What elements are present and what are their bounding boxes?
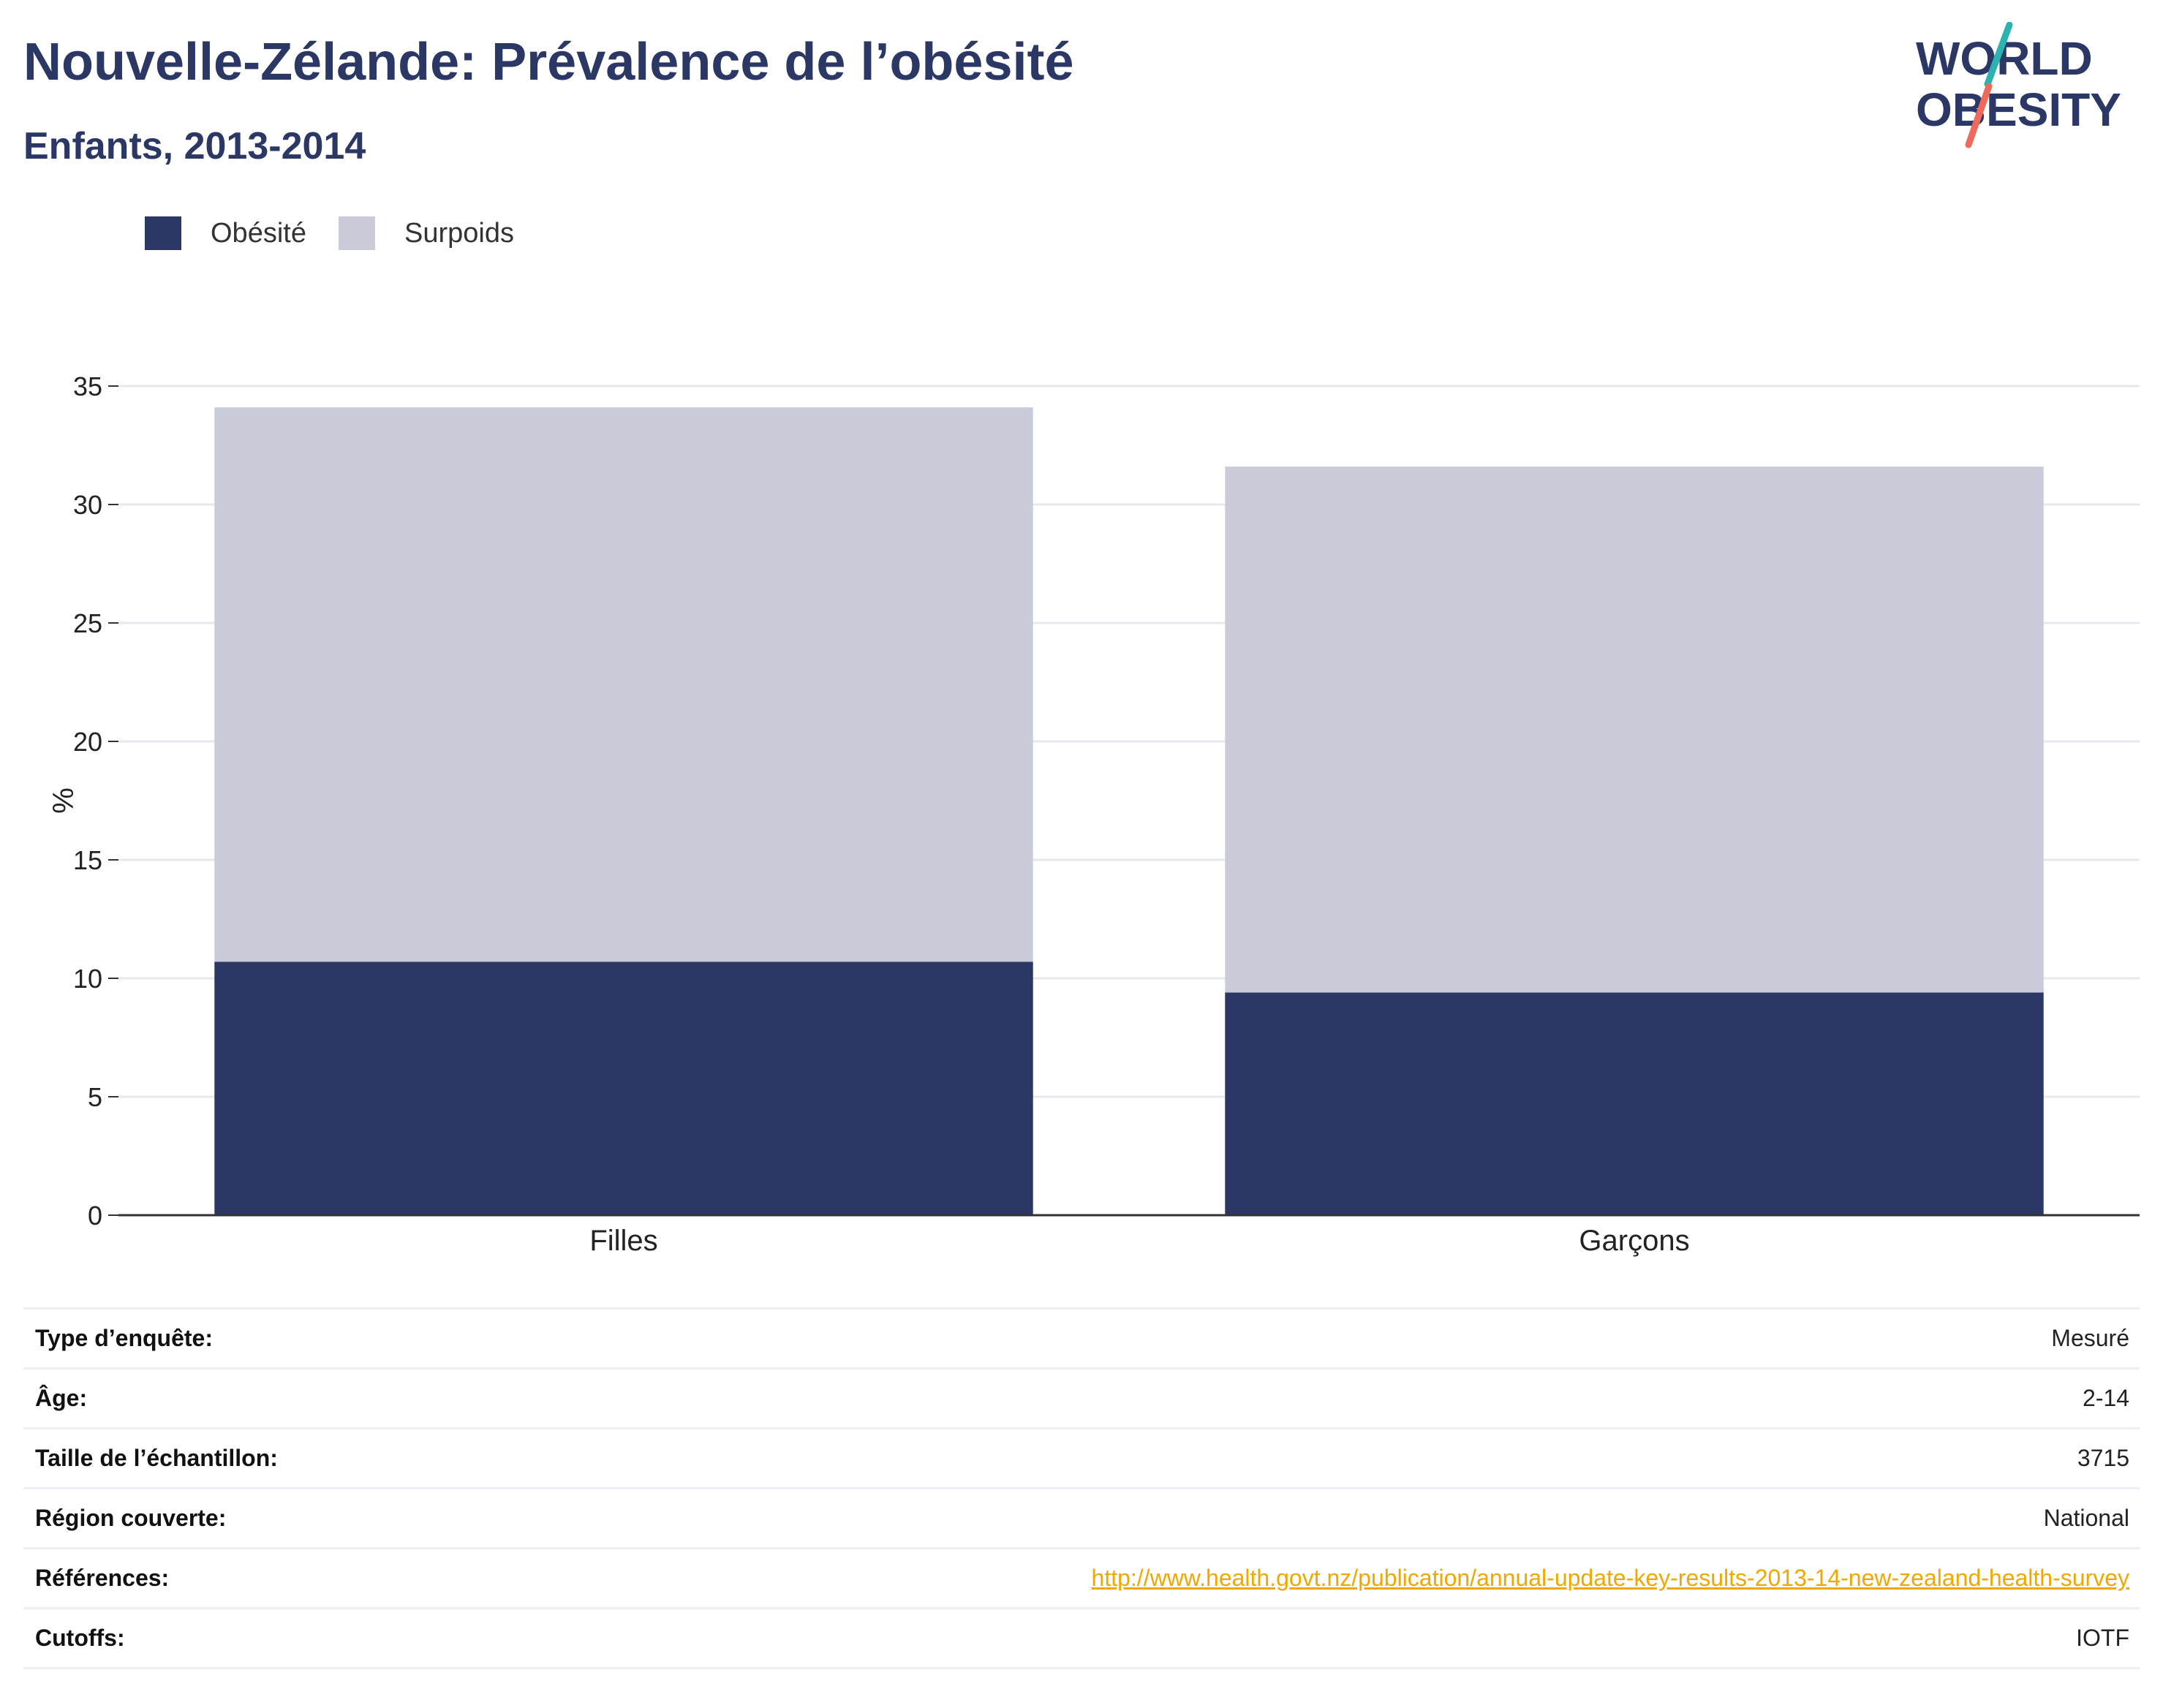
bar-surpoids-1 bbox=[1225, 466, 2044, 993]
info-row: Type d’enquête: Mesuré bbox=[23, 1308, 2140, 1369]
legend-swatch-obesite bbox=[145, 216, 181, 250]
logo-slash-top bbox=[1984, 22, 2013, 88]
reference-link[interactable]: http://www.health.govt.nz/publication/an… bbox=[1091, 1565, 2129, 1591]
page-subtitle: Enfants, 2013-2014 bbox=[23, 125, 366, 167]
legend-label-surpoids: Surpoids bbox=[404, 217, 514, 249]
y-tick-label: 25 bbox=[73, 608, 102, 638]
x-tick-label: Filles bbox=[589, 1225, 657, 1257]
legend-swatch-surpoids bbox=[338, 216, 375, 250]
stacked-bar-chart: 0 5 10 15 20 25 30 35% Filles Garçons bbox=[46, 371, 2140, 1257]
y-tick-label: 5 bbox=[88, 1082, 102, 1112]
info-key: Références: bbox=[35, 1565, 170, 1591]
info-value: 3715 bbox=[2077, 1445, 2129, 1471]
info-value: http://www.health.govt.nz/publication/an… bbox=[437, 1549, 2140, 1609]
y-tick-label: 15 bbox=[73, 845, 102, 875]
chart-legend: Obésité Surpoids bbox=[145, 216, 546, 250]
info-row: Âge: 2-14 bbox=[23, 1368, 2140, 1429]
info-key: Région couverte: bbox=[35, 1505, 227, 1531]
info-key: Type d’enquête: bbox=[35, 1325, 213, 1351]
info-row: Références: http://www.health.govt.nz/pub… bbox=[23, 1548, 2140, 1609]
bar-surpoids-0 bbox=[214, 407, 1033, 962]
y-tick-label: 35 bbox=[73, 371, 102, 401]
x-tick-label: Garçons bbox=[1579, 1225, 1689, 1257]
info-value: National bbox=[2043, 1505, 2129, 1531]
logo-slash-bottom bbox=[1965, 83, 1993, 148]
page-title: Nouvelle-Zélande: Prévalence de l’obésit… bbox=[23, 33, 1074, 91]
logo-line2: OBESITY bbox=[1916, 83, 2121, 136]
info-row: Région couverte: National bbox=[23, 1488, 2140, 1549]
info-row: Cutoffs: IOTF bbox=[23, 1608, 2140, 1669]
survey-info-table: Type d’enquête: Mesuré Âge: 2-14 Taille de l… bbox=[23, 1307, 2140, 1669]
bar-obsit-0 bbox=[214, 961, 1033, 1215]
y-tick-label: 10 bbox=[73, 964, 102, 994]
info-key: Taille de l’échantillon: bbox=[35, 1445, 278, 1471]
bar-obsit-1 bbox=[1225, 992, 2044, 1215]
info-value: 2-14 bbox=[2082, 1385, 2129, 1411]
world-obesity-logo: WORLD OBESITY bbox=[1916, 22, 2121, 148]
y-tick-label: 20 bbox=[73, 727, 102, 757]
legend-label-obesite: Obésité bbox=[211, 217, 306, 249]
y-tick-label: 0 bbox=[88, 1201, 102, 1231]
y-tick-label: 30 bbox=[73, 490, 102, 520]
legend-item-obesite[interactable]: Obésité bbox=[145, 216, 306, 250]
info-key: Âge: bbox=[35, 1385, 88, 1411]
legend-item-surpoids[interactable]: Surpoids bbox=[338, 216, 514, 250]
info-value: Mesuré bbox=[2051, 1325, 2129, 1351]
info-key: Cutoffs: bbox=[35, 1625, 125, 1651]
y-axis-label: % bbox=[46, 787, 78, 814]
info-row: Taille de l’échantillon: 3715 bbox=[23, 1428, 2140, 1489]
info-value: IOTF bbox=[2076, 1625, 2129, 1651]
